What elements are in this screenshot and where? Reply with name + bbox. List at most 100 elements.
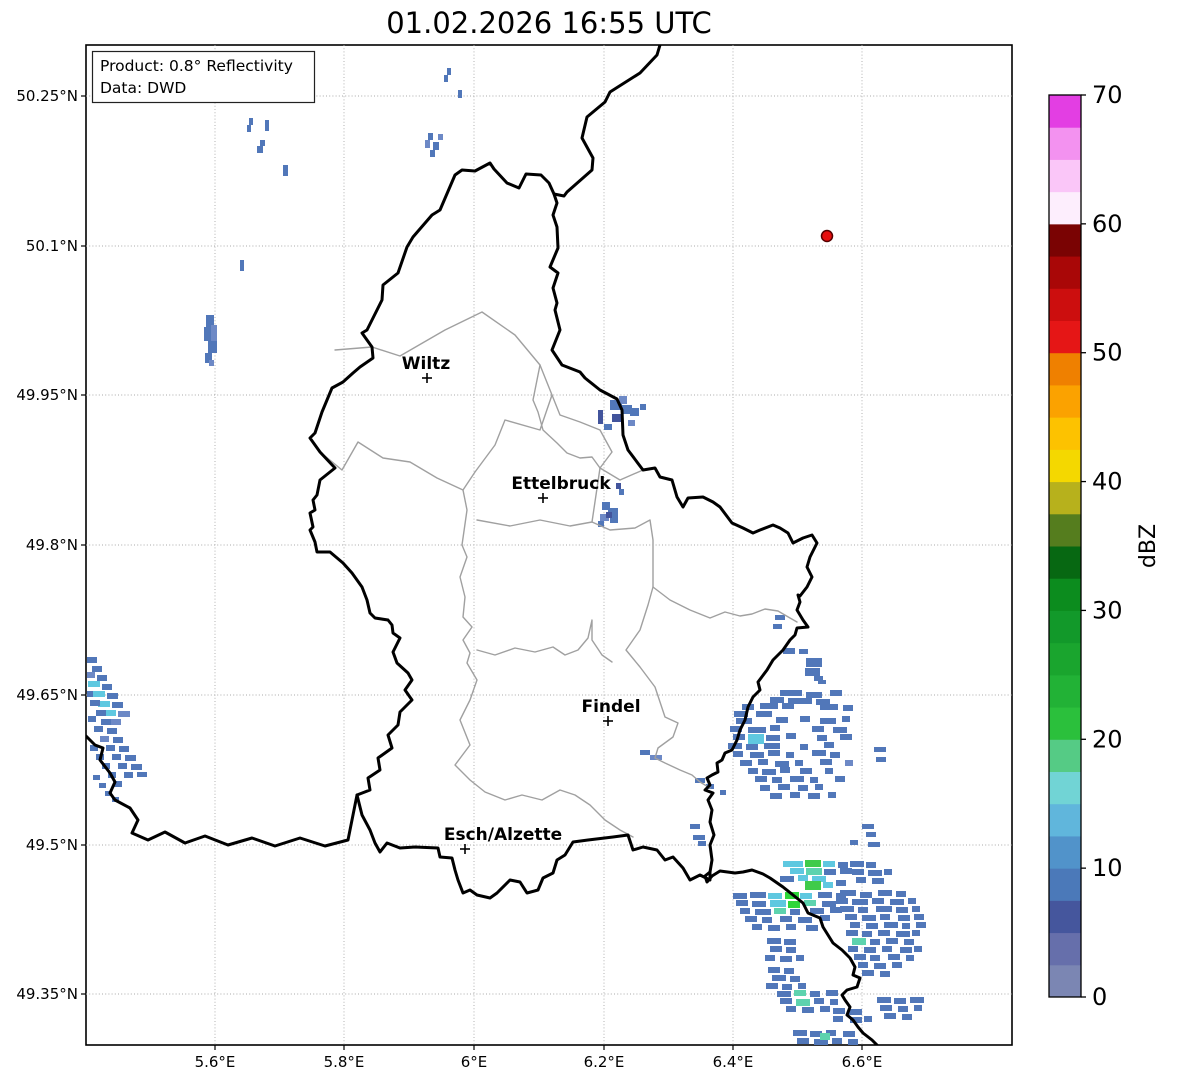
radar-echo	[107, 693, 118, 699]
radar-echo	[914, 1005, 922, 1011]
radar-echo	[832, 1038, 842, 1044]
gridline-layer	[86, 45, 1012, 1045]
x-tick-label: 5.8°E	[324, 1053, 365, 1071]
radar-echo	[755, 909, 771, 915]
radar-echo	[810, 777, 818, 783]
radar-echo	[772, 975, 786, 981]
radar-echo	[798, 875, 808, 881]
colorbar-segment	[1049, 384, 1081, 418]
radar-echo	[105, 791, 112, 796]
radar-echo	[612, 414, 622, 422]
radar-echo	[118, 763, 127, 769]
country-border	[552, 45, 662, 198]
radar-echo	[830, 690, 842, 696]
radar-echo	[800, 716, 810, 722]
radar-echo	[458, 90, 462, 98]
radar-echo	[812, 726, 824, 732]
radar-echo	[433, 142, 439, 150]
colorbar-tick-label: 50	[1092, 339, 1123, 367]
radar-echo	[622, 405, 632, 414]
radar-echo	[812, 876, 826, 882]
radar-echo	[896, 931, 910, 937]
radar-echo	[888, 954, 900, 960]
radar-echo	[772, 777, 782, 783]
radar-echo	[890, 899, 904, 905]
radar-echo	[876, 906, 892, 912]
radar-echo	[783, 861, 803, 867]
radar-echo	[447, 68, 451, 75]
radar-echo	[784, 939, 796, 945]
radar-echo	[693, 835, 705, 840]
radar-echo	[283, 165, 288, 176]
radar-echo	[112, 754, 121, 760]
radar-echo	[840, 868, 852, 874]
district-border	[652, 586, 798, 623]
x-tick-label: 6.2°E	[584, 1053, 625, 1071]
colorbar-tick-label: 30	[1092, 596, 1123, 624]
radar-echo	[878, 930, 890, 936]
radar-echo	[619, 489, 624, 495]
radar-echo	[748, 727, 766, 733]
radar-echo	[825, 768, 833, 774]
radar-echo	[820, 718, 836, 724]
radar-echo	[205, 353, 212, 363]
radar-echo	[818, 892, 832, 898]
country-border-layer	[86, 45, 879, 1045]
radar-echo	[90, 745, 98, 751]
radar-echo	[840, 734, 852, 740]
radar-echo	[862, 970, 874, 976]
colorbar-segment	[1049, 868, 1081, 901]
colorbar-segment	[1049, 964, 1081, 998]
radar-echo	[858, 962, 868, 968]
y-tick-label: 50.1°N	[26, 237, 78, 255]
radar-echo	[93, 691, 105, 697]
y-tick-label: 49.8°N	[26, 536, 78, 554]
radar-echo	[912, 930, 920, 936]
radar-echo	[826, 1030, 836, 1036]
radar-echo	[886, 938, 898, 944]
radar-echo	[98, 701, 110, 707]
radar-echo	[92, 666, 102, 672]
radar-echo	[788, 901, 800, 908]
y-tick-label: 49.35°N	[16, 985, 78, 1003]
colorbar-segment	[1049, 417, 1081, 450]
radar-echo	[602, 502, 610, 510]
radar-echo	[425, 140, 430, 148]
radar-echo	[87, 657, 97, 663]
radar-echo	[247, 125, 251, 132]
radar-echo	[830, 999, 838, 1005]
colorbar-segment	[1049, 223, 1081, 257]
plot-frame	[85, 44, 1013, 1046]
radar-echo	[806, 692, 822, 698]
colorbar: 0 10 20 30 40 50 60 70	[1048, 81, 1123, 1011]
radar-echo	[798, 983, 806, 989]
radar-echo	[598, 410, 603, 424]
radar-echo	[824, 742, 834, 748]
district-border-layer	[319, 311, 798, 838]
radar-echo	[444, 75, 448, 82]
colorbar-segment	[1049, 642, 1081, 676]
radar-echo	[204, 327, 214, 341]
radar-echo	[88, 681, 100, 687]
radar-echo	[765, 955, 775, 961]
colorbar-segment	[1049, 481, 1081, 515]
radar-site-dot	[820, 229, 834, 243]
radar-echo	[94, 726, 103, 732]
radar-echo	[775, 615, 785, 620]
radar-echo	[768, 750, 780, 756]
radar-echo	[782, 703, 794, 709]
radar-echo	[107, 728, 117, 734]
radar-site-layer	[820, 229, 834, 243]
radar-echo	[880, 1005, 892, 1011]
colorbar-segment	[1049, 256, 1081, 289]
radar-echo	[862, 824, 874, 829]
city-label: Ettelbruck	[511, 474, 611, 494]
radar-echo	[736, 900, 748, 906]
radar-echo	[760, 785, 770, 791]
radar-echo	[858, 907, 868, 913]
x-tick-label: 6.6°E	[842, 1053, 883, 1071]
radar-echo	[786, 1006, 796, 1012]
radar-echo	[906, 955, 914, 961]
radar-echo	[823, 882, 833, 888]
radar-echo	[848, 946, 858, 952]
